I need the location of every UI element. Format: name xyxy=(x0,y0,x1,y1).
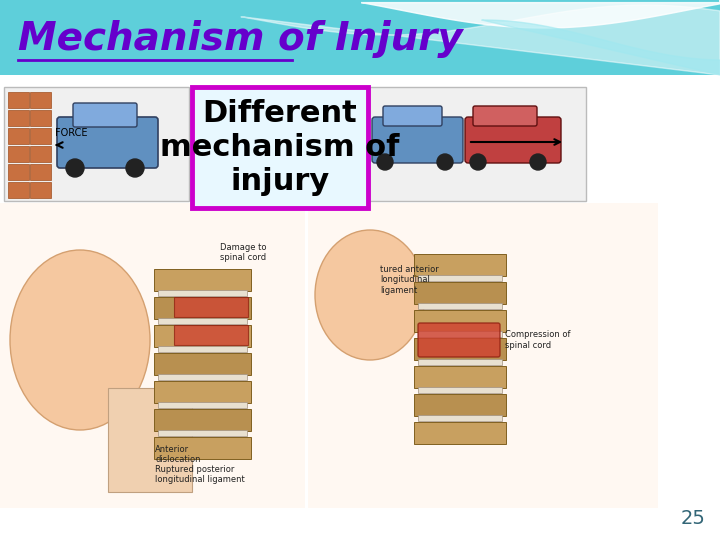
Text: Different
mechanism of
injury: Different mechanism of injury xyxy=(161,99,400,195)
FancyBboxPatch shape xyxy=(383,106,442,126)
FancyBboxPatch shape xyxy=(154,353,251,375)
FancyBboxPatch shape xyxy=(158,290,247,296)
FancyBboxPatch shape xyxy=(7,110,29,125)
FancyBboxPatch shape xyxy=(418,323,500,357)
Polygon shape xyxy=(240,5,720,75)
Circle shape xyxy=(530,154,546,170)
Text: Anterior
dislocation: Anterior dislocation xyxy=(155,445,200,464)
FancyBboxPatch shape xyxy=(7,181,29,198)
Circle shape xyxy=(377,154,393,170)
FancyBboxPatch shape xyxy=(418,415,502,421)
FancyBboxPatch shape xyxy=(473,106,537,126)
FancyBboxPatch shape xyxy=(418,387,502,393)
Text: Ruptured posterior
longitudinal ligament: Ruptured posterior longitudinal ligament xyxy=(155,465,245,484)
Circle shape xyxy=(126,159,144,177)
FancyBboxPatch shape xyxy=(154,381,251,403)
FancyBboxPatch shape xyxy=(414,254,506,276)
FancyBboxPatch shape xyxy=(418,275,502,281)
FancyBboxPatch shape xyxy=(465,117,561,163)
FancyBboxPatch shape xyxy=(7,145,29,161)
FancyBboxPatch shape xyxy=(414,366,506,388)
FancyBboxPatch shape xyxy=(73,103,137,127)
FancyBboxPatch shape xyxy=(30,110,50,125)
FancyBboxPatch shape xyxy=(414,394,506,416)
FancyBboxPatch shape xyxy=(308,203,658,508)
FancyBboxPatch shape xyxy=(418,331,502,337)
FancyBboxPatch shape xyxy=(174,325,248,345)
FancyBboxPatch shape xyxy=(30,181,50,198)
Text: tured anterior
longitudinal
ligament: tured anterior longitudinal ligament xyxy=(380,265,438,295)
Circle shape xyxy=(437,154,453,170)
FancyBboxPatch shape xyxy=(154,409,251,431)
Text: 25: 25 xyxy=(681,509,706,528)
FancyBboxPatch shape xyxy=(174,297,248,317)
FancyBboxPatch shape xyxy=(414,338,506,360)
FancyBboxPatch shape xyxy=(158,402,247,408)
FancyBboxPatch shape xyxy=(0,75,720,540)
FancyBboxPatch shape xyxy=(418,359,502,365)
FancyBboxPatch shape xyxy=(30,127,50,144)
Polygon shape xyxy=(361,0,720,28)
FancyBboxPatch shape xyxy=(30,91,50,107)
FancyBboxPatch shape xyxy=(0,203,305,508)
Ellipse shape xyxy=(10,250,150,430)
FancyBboxPatch shape xyxy=(158,430,247,436)
FancyBboxPatch shape xyxy=(414,282,506,304)
FancyBboxPatch shape xyxy=(192,87,368,208)
FancyBboxPatch shape xyxy=(30,145,50,161)
FancyBboxPatch shape xyxy=(7,164,29,179)
FancyBboxPatch shape xyxy=(7,91,29,107)
FancyBboxPatch shape xyxy=(414,310,506,332)
Text: Compression of
spinal cord: Compression of spinal cord xyxy=(505,330,570,350)
FancyBboxPatch shape xyxy=(418,303,502,309)
FancyBboxPatch shape xyxy=(372,117,463,163)
Circle shape xyxy=(66,159,84,177)
Text: Mechanism of Injury: Mechanism of Injury xyxy=(18,20,463,58)
Polygon shape xyxy=(482,20,720,75)
FancyBboxPatch shape xyxy=(108,388,192,492)
FancyBboxPatch shape xyxy=(154,325,251,347)
FancyBboxPatch shape xyxy=(158,374,247,380)
FancyBboxPatch shape xyxy=(4,87,189,201)
Text: Damage to
spinal cord: Damage to spinal cord xyxy=(220,242,266,262)
FancyBboxPatch shape xyxy=(369,87,586,201)
FancyBboxPatch shape xyxy=(154,297,251,319)
Text: FORCE: FORCE xyxy=(55,128,88,138)
FancyBboxPatch shape xyxy=(414,422,506,444)
FancyBboxPatch shape xyxy=(154,437,251,459)
FancyBboxPatch shape xyxy=(158,318,247,324)
FancyBboxPatch shape xyxy=(7,127,29,144)
FancyBboxPatch shape xyxy=(30,164,50,179)
Ellipse shape xyxy=(315,230,425,360)
FancyBboxPatch shape xyxy=(154,269,251,291)
FancyBboxPatch shape xyxy=(158,346,247,352)
FancyBboxPatch shape xyxy=(57,117,158,168)
FancyBboxPatch shape xyxy=(0,0,720,75)
Circle shape xyxy=(470,154,486,170)
